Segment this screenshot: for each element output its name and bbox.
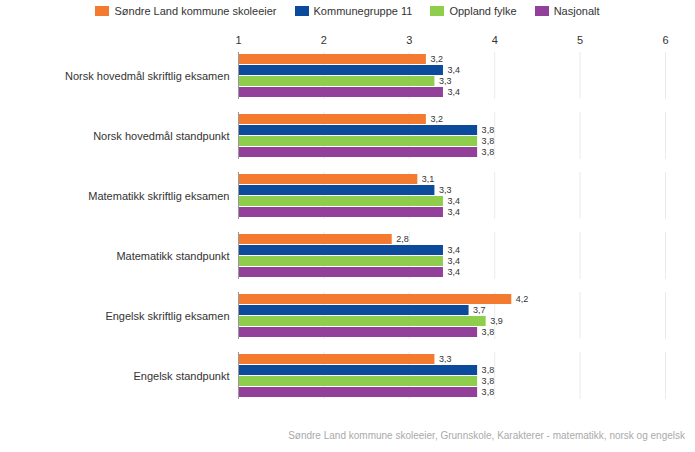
svg-text:3,7: 3,7	[473, 305, 486, 315]
svg-text:3,8: 3,8	[482, 136, 495, 146]
svg-text:3,3: 3,3	[439, 185, 452, 195]
svg-text:4: 4	[492, 34, 498, 46]
svg-text:Norsk hovedmål standpunkt: Norsk hovedmål standpunkt	[93, 130, 229, 142]
svg-text:3,2: 3,2	[430, 114, 443, 124]
svg-text:Matematikk standpunkt: Matematikk standpunkt	[116, 250, 229, 262]
svg-text:3,9: 3,9	[490, 316, 503, 326]
svg-text:3,4: 3,4	[447, 245, 460, 255]
svg-text:3,3: 3,3	[439, 76, 452, 86]
svg-text:3,8: 3,8	[482, 125, 495, 135]
svg-text:3,4: 3,4	[447, 207, 460, 217]
svg-text:3,2: 3,2	[430, 54, 443, 64]
svg-text:3,4: 3,4	[447, 65, 460, 75]
svg-text:1: 1	[235, 34, 241, 46]
html-text:Nasjonalt: Nasjonalt	[553, 5, 600, 17]
svg-text:Norsk hovedmål skriftlig eksam: Norsk hovedmål skriftlig eksamen	[65, 70, 229, 82]
html-text:Oppland fylke: Oppland fylke	[449, 5, 517, 17]
svg-text:4,2: 4,2	[516, 294, 529, 304]
svg-text:3,4: 3,4	[447, 267, 460, 277]
svg-text:3,8: 3,8	[482, 327, 495, 337]
svg-text:2: 2	[321, 34, 327, 46]
svg-text:3,4: 3,4	[447, 87, 460, 97]
html-text:Søndre Land kommune skoleeier: Søndre Land kommune skoleeier	[114, 5, 277, 17]
svg-text:Engelsk standpunkt: Engelsk standpunkt	[133, 370, 229, 382]
svg-text:6: 6	[662, 34, 668, 46]
svg-text:5: 5	[577, 34, 583, 46]
svg-text:3: 3	[406, 34, 412, 46]
html-text:Søndre Land kommune skoleeier,: Søndre Land kommune skoleeier, Grunnskol…	[288, 430, 685, 441]
svg-text:2,8: 2,8	[396, 234, 409, 244]
svg-text:3,8: 3,8	[482, 387, 495, 397]
svg-text:Engelsk skriftlig eksamen: Engelsk skriftlig eksamen	[105, 310, 229, 322]
svg-text:3,8: 3,8	[482, 365, 495, 375]
svg-text:3,4: 3,4	[447, 196, 460, 206]
svg-text:3,3: 3,3	[439, 354, 452, 364]
html-text:Kommunegruppe 11: Kommunegruppe 11	[313, 5, 413, 17]
svg-text:3,8: 3,8	[482, 376, 495, 386]
svg-text:3,1: 3,1	[422, 174, 435, 184]
svg-text:3,8: 3,8	[482, 147, 495, 157]
svg-text:Matematikk skriftlig eksamen: Matematikk skriftlig eksamen	[88, 190, 229, 202]
svg-text:3,4: 3,4	[447, 256, 460, 266]
